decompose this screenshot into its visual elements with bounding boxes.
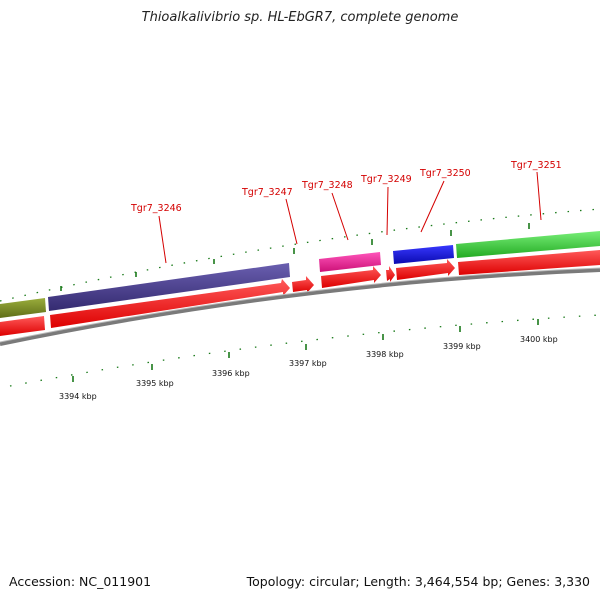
- kbp-label: 3395 kbp: [136, 379, 174, 388]
- blue-feature: [393, 245, 454, 264]
- kbp-label: 3400 kbp: [520, 335, 558, 344]
- genome-backbone: [0, 268, 600, 346]
- gene-label: Tgr7_3246: [130, 203, 182, 214]
- genome-backbone-highlight: [0, 267, 600, 343]
- lower-major-ticks: [72, 319, 539, 382]
- genome-title: Thioalkalivibrio sp. HL-EbGR7, complete …: [141, 10, 459, 25]
- genome-summary-text: Topology: circular; Length: 3,464,554 bp…: [246, 574, 590, 589]
- cds-track: [0, 250, 600, 336]
- accession-text: Accession: NC_011901: [9, 574, 152, 589]
- kbp-label: 3399 kbp: [443, 342, 481, 351]
- upper-major-ticks: [60, 223, 530, 291]
- kbp-label: 3397 kbp: [289, 359, 327, 368]
- gene-label: Tgr7_3250: [419, 168, 471, 179]
- gene-label: Tgr7_3247: [241, 187, 293, 198]
- lower-tick-row: [9, 314, 600, 387]
- gene-label: Tgr7_3249: [360, 174, 412, 185]
- cds-arrow: [458, 250, 600, 275]
- kbp-label: 3398 kbp: [366, 350, 404, 359]
- gene-labels: Tgr7_3246 Tgr7_3247 Tgr7_3248 Tgr7_3249 …: [130, 160, 562, 214]
- kbp-label: 3396 kbp: [212, 369, 250, 378]
- cds-arrow: [386, 266, 395, 282]
- pink-feature: [319, 252, 381, 272]
- feature-track: [0, 231, 600, 318]
- cds-arrow: [292, 276, 314, 293]
- cds-arrow: [0, 316, 45, 336]
- cds-arrow: [321, 266, 381, 288]
- cds-arrow: [50, 279, 290, 328]
- kbp-label: 3394 kbp: [59, 392, 97, 401]
- gene-label: Tgr7_3251: [510, 160, 562, 171]
- green-feature: [456, 231, 600, 258]
- purple-feature: [48, 263, 290, 311]
- cds-arrow: [396, 259, 455, 280]
- olive-feature: [0, 298, 46, 318]
- gene-label: Tgr7_3248: [301, 180, 353, 191]
- kbp-labels: 3394 kbp 3395 kbp 3396 kbp 3397 kbp 3398…: [59, 335, 558, 401]
- gene-label-leaders: [158, 171, 542, 264]
